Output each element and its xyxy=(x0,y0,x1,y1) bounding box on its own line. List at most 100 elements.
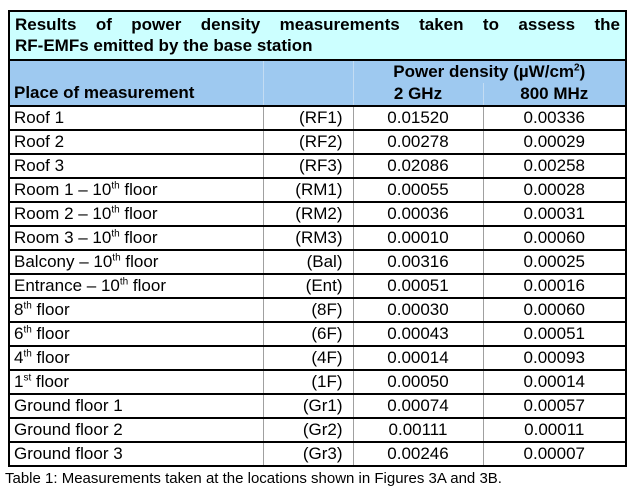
header-row-frequencies: 2 GHz 800 MHz xyxy=(9,83,627,106)
value-800mhz-cell: 0.00336 xyxy=(483,105,627,130)
column-header-place: Place of measurement xyxy=(9,60,264,106)
value-2ghz-cell: 0.00043 xyxy=(353,321,484,346)
place-superscript: th xyxy=(23,300,32,312)
place-text: Roof 1 xyxy=(14,108,65,127)
place-superscript: th xyxy=(112,252,121,264)
table-row: Ground floor 2 (Gr2) 0.00111 0.00011 xyxy=(9,417,627,442)
place-cell: 8th floor xyxy=(9,297,264,322)
value-800mhz-cell: 0.00011 xyxy=(483,417,627,442)
place-text: Balcony – 10 xyxy=(14,252,113,271)
place-superscript: th xyxy=(111,180,120,192)
value-800mhz-cell: 0.00060 xyxy=(483,297,627,322)
table-row: 4th floor (4F) 0.00014 0.00093 xyxy=(9,345,627,370)
place-text: Ground floor 1 xyxy=(14,396,123,415)
place-cell: 4th floor xyxy=(9,345,264,370)
code-cell: (6F) xyxy=(263,321,354,346)
value-2ghz-cell: 0.00055 xyxy=(353,177,484,202)
table-caption: Table 1: Measurements taken at the locat… xyxy=(5,470,502,487)
column-header-2ghz: 2 GHz xyxy=(353,83,484,106)
column-header-code xyxy=(263,60,354,106)
place-text: Roof 3 xyxy=(14,156,65,175)
code-cell: (8F) xyxy=(263,297,354,322)
value-2ghz-cell: 0.00111 xyxy=(353,417,484,442)
table-row: 6th floor (6F) 0.00043 0.00051 xyxy=(9,321,627,346)
title-line-1: Results of power density measurements ta… xyxy=(15,15,621,34)
place-text: 4 xyxy=(14,348,24,367)
value-800mhz-cell: 0.00016 xyxy=(483,273,627,298)
place-cell: Ground floor 2 xyxy=(9,417,264,442)
place-text-suffix: floor xyxy=(31,324,70,343)
value-800mhz-cell: 0.00031 xyxy=(483,201,627,226)
code-cell: (Bal) xyxy=(263,249,354,274)
place-text: Room 3 – 10 xyxy=(14,228,112,247)
place-text-suffix: floor xyxy=(31,372,70,391)
value-2ghz-cell: 0.00278 xyxy=(353,129,484,154)
place-cell: Balcony – 10th floor xyxy=(9,249,264,274)
value-2ghz-cell: 0.01520 xyxy=(353,105,484,130)
place-cell: Ground floor 1 xyxy=(9,393,264,418)
code-cell: (Ent) xyxy=(263,273,354,298)
table-row: Roof 2 (RF2) 0.00278 0.00029 xyxy=(9,129,627,154)
measurements-table: Results of power density measurements ta… xyxy=(8,10,628,467)
place-superscript: th xyxy=(23,324,32,336)
code-cell: (RM3) xyxy=(263,225,354,250)
place-text-suffix: floor xyxy=(120,252,159,271)
table-row: Roof 3 (RF3) 0.02086 0.00258 xyxy=(9,153,627,178)
value-800mhz-cell: 0.00051 xyxy=(483,321,627,346)
power-density-label-close: ) xyxy=(579,62,586,81)
value-2ghz-cell: 0.00014 xyxy=(353,345,484,370)
code-cell: (Gr3) xyxy=(263,441,354,466)
place-text-suffix: floor xyxy=(119,180,158,199)
value-2ghz-cell: 0.00030 xyxy=(353,297,484,322)
value-800mhz-cell: 0.00028 xyxy=(483,177,627,202)
value-2ghz-cell: 0.00246 xyxy=(353,441,484,466)
place-text-suffix: floor xyxy=(119,228,158,247)
place-text: Ground floor 3 xyxy=(14,444,123,463)
table-row: Entrance – 10th floor (Ent) 0.00051 0.00… xyxy=(9,273,627,298)
title-row: Results of power density measurements ta… xyxy=(9,11,627,61)
column-header-800mhz: 800 MHz xyxy=(483,83,627,106)
place-cell: Ground floor 3 xyxy=(9,441,264,466)
place-text: Entrance – 10 xyxy=(14,276,120,295)
value-2ghz-cell: 0.02086 xyxy=(353,153,484,178)
code-cell: (RM2) xyxy=(263,201,354,226)
code-cell: (Gr1) xyxy=(263,393,354,418)
value-800mhz-cell: 0.00258 xyxy=(483,153,627,178)
header-row-group: Place of measurement Power density (µW/c… xyxy=(9,60,627,106)
place-cell: Entrance – 10th floor xyxy=(9,273,264,298)
value-800mhz-cell: 0.00025 xyxy=(483,249,627,274)
place-cell: Room 2 – 10th floor xyxy=(9,201,264,226)
place-text: Roof 2 xyxy=(14,132,65,151)
place-cell: Roof 3 xyxy=(9,153,264,178)
code-cell: (Gr2) xyxy=(263,417,354,442)
table-title: Results of power density measurements ta… xyxy=(9,11,627,61)
title-line-2: RF-EMFs emitted by the base station xyxy=(15,36,313,55)
code-cell: (1F) xyxy=(263,369,354,394)
place-cell: Roof 1 xyxy=(9,105,264,130)
place-text: 1 xyxy=(14,372,24,391)
value-800mhz-cell: 0.00057 xyxy=(483,393,627,418)
place-text-suffix: floor xyxy=(119,204,158,223)
place-superscript: th xyxy=(23,348,32,360)
power-density-label: Power density (µW/cm xyxy=(393,62,575,81)
table-row: Balcony – 10th floor (Bal) 0.00316 0.000… xyxy=(9,249,627,274)
place-superscript: th xyxy=(111,228,120,240)
column-header-power-density: Power density (µW/cm2) xyxy=(353,60,627,83)
table-row: 8th floor (8F) 0.00030 0.00060 xyxy=(9,297,627,322)
value-2ghz-cell: 0.00036 xyxy=(353,201,484,226)
code-cell: (RF2) xyxy=(263,129,354,154)
value-2ghz-cell: 0.00010 xyxy=(353,225,484,250)
value-800mhz-cell: 0.00060 xyxy=(483,225,627,250)
value-2ghz-cell: 0.00316 xyxy=(353,249,484,274)
value-800mhz-cell: 0.00014 xyxy=(483,369,627,394)
place-cell: Room 1 – 10th floor xyxy=(9,177,264,202)
table-row: Roof 1 (RF1) 0.01520 0.00336 xyxy=(9,105,627,130)
value-800mhz-cell: 0.00007 xyxy=(483,441,627,466)
table-row: Room 3 – 10th floor (RM3) 0.00010 0.0006… xyxy=(9,225,627,250)
code-cell: (RM1) xyxy=(263,177,354,202)
place-text: Ground floor 2 xyxy=(14,420,123,439)
table-row: Ground floor 3 (Gr3) 0.00246 0.00007 xyxy=(9,441,627,466)
value-2ghz-cell: 0.00074 xyxy=(353,393,484,418)
place-text-suffix: floor xyxy=(31,300,70,319)
